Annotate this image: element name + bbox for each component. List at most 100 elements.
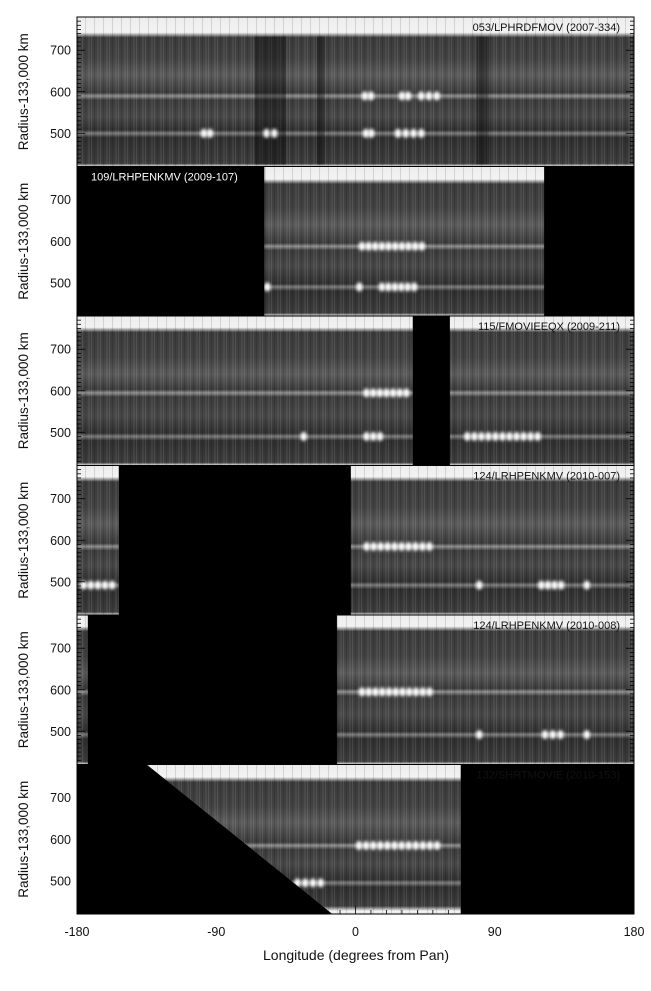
clump [376,431,384,441]
panel-label: 124/LRHPENKMV (2010-008) [473,620,620,632]
masked-region [118,465,351,615]
clump [385,687,393,697]
y-tick-label: 700 [50,492,71,506]
clump [394,128,402,138]
clump [418,128,425,138]
clump [101,580,109,590]
ring-image [77,764,634,914]
panel-6: 500 600 700 Radius-133,000 km 132/SHRTMOVIE … [16,764,635,915]
clump [506,431,513,441]
clump [499,431,506,441]
clump [405,840,412,850]
clump [419,541,426,551]
panels-group: 500 600 700 Radius-133,000 km 053/LPHRDFMOV … [16,16,635,915]
clump [309,878,317,888]
y-axis-label: Radius-133,000 km [16,482,31,599]
x-tick-label: -180 [64,925,89,939]
clump [370,541,377,551]
clump [405,241,412,251]
clump [418,91,425,101]
y-tick-label: 600 [50,85,71,99]
clump [365,241,372,251]
clump [405,541,412,551]
y-axis-label: Radius-133,000 km [16,631,31,748]
clump [398,282,405,292]
clump [378,282,386,292]
x-axis-label: Longitude (degrees from Pan) [263,947,449,963]
y-tick-label: 700 [50,343,71,357]
y-tick-label: 600 [50,833,71,847]
ring-image [77,465,634,615]
y-axis-label: Radius-133,000 km [16,33,31,150]
y-tick-label: 600 [50,235,71,249]
clump [206,128,214,138]
panel-label: 109/LRHPENKMV (2009-107) [91,172,238,184]
clump [302,878,309,888]
clump [362,128,370,138]
clump [464,431,471,441]
clump [384,541,391,551]
clump [425,91,433,101]
clump [391,241,399,251]
clump [391,541,398,551]
clump [534,431,541,441]
clump [398,91,406,101]
clump [396,388,403,398]
y-tick-label: 500 [50,127,71,141]
clump [200,128,208,138]
y-tick-label: 600 [50,384,71,398]
clump [583,730,591,740]
clump [80,580,87,590]
ring-image [77,316,634,466]
y-tick-label: 500 [50,575,71,589]
masked-region [77,764,333,914]
clump [549,730,556,740]
x-tick-label: 90 [488,925,502,939]
clump [263,128,270,138]
clump [317,878,324,888]
clump [399,687,406,697]
ring-image [77,166,634,316]
masked-region [544,166,634,316]
clump [300,431,307,441]
clump [363,431,370,441]
y-tick-label: 700 [50,44,71,58]
clump [527,431,534,441]
panel-2: 500 600 700 Radius-133,000 km 109/LRHPENKMV … [16,166,635,317]
clump [492,431,499,441]
clump [391,282,399,292]
x-tick-label: 180 [624,925,645,939]
clump [476,730,483,740]
clump [538,580,545,590]
clump [402,128,409,138]
y-tick-label: 600 [50,534,71,548]
clump [410,282,418,292]
y-tick-label: 500 [50,874,71,888]
clump [369,388,377,398]
clump [426,687,433,697]
clump [485,431,492,441]
clump [391,840,398,850]
dark-strip [476,36,489,165]
clump [520,431,527,441]
clump [478,431,485,441]
clump [368,128,375,138]
y-axis-label: Radius-133,000 km [16,332,31,449]
clump [406,687,413,697]
ring-image [77,17,634,167]
clump [433,840,441,850]
x-tick-label: 0 [352,925,359,939]
y-tick-label: 600 [50,683,71,697]
clump [365,687,372,697]
clump [411,241,419,251]
x-axis: -180 -90 0 90 180 [64,906,644,939]
clump [370,840,377,850]
clump [418,241,425,251]
panel-5: 500 600 700 Radius-133,000 km 124/LRHPENKMV … [16,614,635,765]
clump [376,388,384,398]
panel-label: 124/LRHPENKMV (2010-007) [473,471,620,483]
clump [544,580,552,590]
clump [367,91,375,101]
clump [557,580,565,590]
